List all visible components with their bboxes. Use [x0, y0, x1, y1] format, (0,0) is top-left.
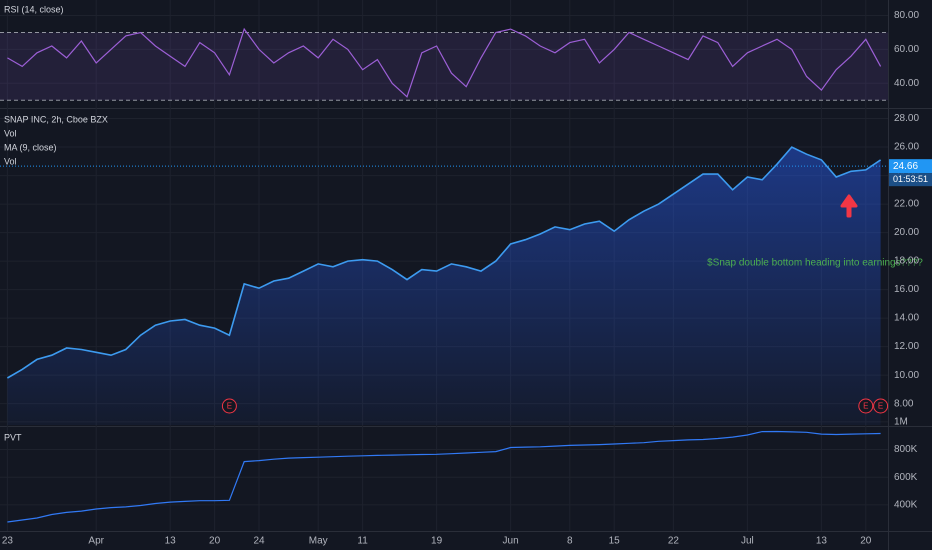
last-price-label: 24.66 — [893, 161, 918, 172]
y-tick-label: 10.00 — [894, 370, 919, 381]
line — [6, 146, 882, 379]
y-tick-label: 800K — [894, 444, 918, 455]
area — [7, 147, 881, 425]
arrow — [840, 194, 858, 218]
last-price-box — [889, 159, 932, 174]
x-tick-label: 20 — [209, 536, 221, 547]
y-tick-label: 16.00 — [894, 284, 919, 295]
y-tick-label: 22.00 — [894, 199, 919, 210]
x-tick-label: Jul — [741, 536, 754, 547]
x-tick-label: May — [309, 536, 328, 547]
x-tick-label: 13 — [816, 536, 828, 547]
y-tick-label: 26.00 — [894, 142, 919, 153]
event-marker — [873, 398, 889, 414]
x-tick-label: 8 — [567, 536, 573, 547]
pvt-title: PVT — [4, 432, 22, 442]
y-tick-label: 12.00 — [894, 341, 919, 352]
event-label: E — [878, 402, 883, 411]
annotation: $Snap double bottom heading into earning… — [707, 258, 923, 269]
x-tick-label: 24 — [253, 536, 265, 547]
event-marker — [221, 398, 237, 414]
y-tick-label: 60.00 — [894, 44, 919, 55]
y-tick-label: 600K — [894, 472, 918, 483]
y-tick-label: 14.00 — [894, 313, 919, 324]
x-tick-label: 23 — [2, 536, 14, 547]
marks — [0, 27, 888, 523]
y-tick-label: 8.00 — [894, 398, 914, 409]
line — [7, 27, 882, 98]
countdown-box — [889, 173, 932, 187]
y-tick-label: 80.00 — [894, 10, 919, 21]
legend-label: MA (9, close) — [4, 142, 57, 152]
line — [7, 430, 881, 523]
event-marker — [858, 398, 874, 414]
y-tick-label: 1M — [894, 417, 908, 428]
x-tick-label: 20 — [860, 536, 872, 547]
y-tick-label: 40.00 — [894, 78, 919, 89]
rsi-title: RSI (14, close) — [4, 4, 64, 14]
x-tick-label: Apr — [88, 536, 104, 547]
y-tick-label: 28.00 — [894, 113, 919, 124]
event-label: E — [863, 402, 868, 411]
x-tick-label: 11 — [357, 536, 368, 547]
x-tick-label: Jun — [503, 536, 519, 547]
price-title: SNAP INC, 2h, Cboe BZX — [4, 114, 108, 124]
event-label: E — [227, 402, 232, 411]
x-tick-label: 19 — [431, 536, 443, 547]
x-tick-label: 22 — [668, 536, 680, 547]
legend-label: Vol — [4, 128, 17, 138]
legend-label: Vol — [4, 156, 17, 166]
y-tick-label: 18.00 — [894, 256, 919, 267]
x-tick-label: 13 — [165, 536, 177, 547]
countdown: 01:53:51 — [893, 174, 928, 184]
band-fill — [0, 32, 888, 101]
x-tick-label: 15 — [609, 536, 621, 547]
y-tick-label: 400K — [894, 499, 918, 510]
y-tick-label: 20.00 — [894, 227, 919, 238]
